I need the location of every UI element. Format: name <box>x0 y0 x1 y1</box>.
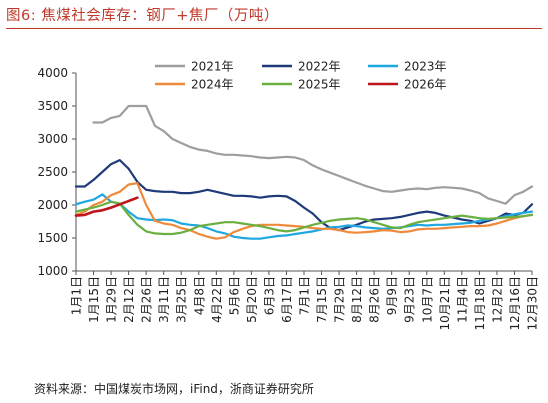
x-tick-label: 11月4日 <box>455 276 469 323</box>
y-tick-label: 3000 <box>37 132 68 146</box>
series-lines <box>74 104 534 240</box>
x-tick-label: 4月22日 <box>210 276 224 323</box>
x-tick-label: 1月29日 <box>105 276 119 323</box>
series-line-2 <box>74 193 534 240</box>
x-tick-label: 10月7日 <box>420 276 434 323</box>
x-tick-label: 1月15日 <box>87 276 101 323</box>
title-divider <box>6 28 542 29</box>
x-tick-label: 2月12日 <box>122 276 136 323</box>
legend-label: 2021年 <box>191 60 234 74</box>
x-tick-label: 12月2日 <box>490 276 504 323</box>
x-tick-label: 10月21日 <box>438 276 452 331</box>
series-line-4 <box>74 200 534 236</box>
y-tick-label: 4000 <box>37 66 68 80</box>
source-note: 资料来源：中国煤炭市场网，iFind，浙商证券研究所 <box>34 382 314 396</box>
x-tick-label: 8月12日 <box>350 276 364 323</box>
x-tick-label: 2月26日 <box>140 276 154 323</box>
x-tick-label: 7月1日 <box>298 276 312 315</box>
series-line-0 <box>92 104 534 205</box>
y-tick-label: 2500 <box>37 165 68 179</box>
x-tick-label: 8月26日 <box>368 276 382 323</box>
x-tick-label: 1月1日 <box>70 276 84 315</box>
legend-label: 2025年 <box>298 78 341 92</box>
legend-label: 2023年 <box>404 60 447 74</box>
y-tick-label: 3500 <box>37 99 68 113</box>
x-tick-label: 5月20日 <box>245 276 259 323</box>
legend: 2021年 2022年 2023年 2024年 2025年 2026年 <box>155 60 447 92</box>
x-tick-label: 7月29日 <box>333 276 347 323</box>
x-tick-label: 9月9日 <box>385 276 399 315</box>
figure-title: 图6: 焦煤社会库存：钢厂+焦厂（万吨） <box>6 8 279 24</box>
x-tick-label: 12月16日 <box>508 276 522 331</box>
series-line-5 <box>74 196 139 217</box>
x-tick-label: 3月11日 <box>157 276 171 323</box>
x-tick-label: 7月15日 <box>315 276 329 323</box>
x-tick-label: 12月30日 <box>526 276 540 331</box>
x-tick-label: 6月3日 <box>262 276 276 315</box>
y-tick-label: 1000 <box>37 264 68 278</box>
legend-label: 2024年 <box>191 78 234 92</box>
series-line-1 <box>74 159 534 232</box>
x-tick-label: 11月18日 <box>473 276 487 331</box>
y-tick-label: 1500 <box>37 231 68 245</box>
x-tick-label: 3月25日 <box>175 276 189 323</box>
x-tick-label: 9月23日 <box>403 276 417 323</box>
x-tick-label: 4月8日 <box>192 276 206 315</box>
legend-label: 2022年 <box>298 60 341 74</box>
axes: 1000 1500 2000 2500 3000 3500 4000 1月1日 1月15日 1月2… <box>37 66 539 331</box>
legend-label: 2026年 <box>404 78 447 92</box>
x-tick-label: 6月17日 <box>280 276 294 323</box>
x-tick-label: 5月6日 <box>227 276 241 315</box>
y-tick-label: 2000 <box>37 198 68 212</box>
